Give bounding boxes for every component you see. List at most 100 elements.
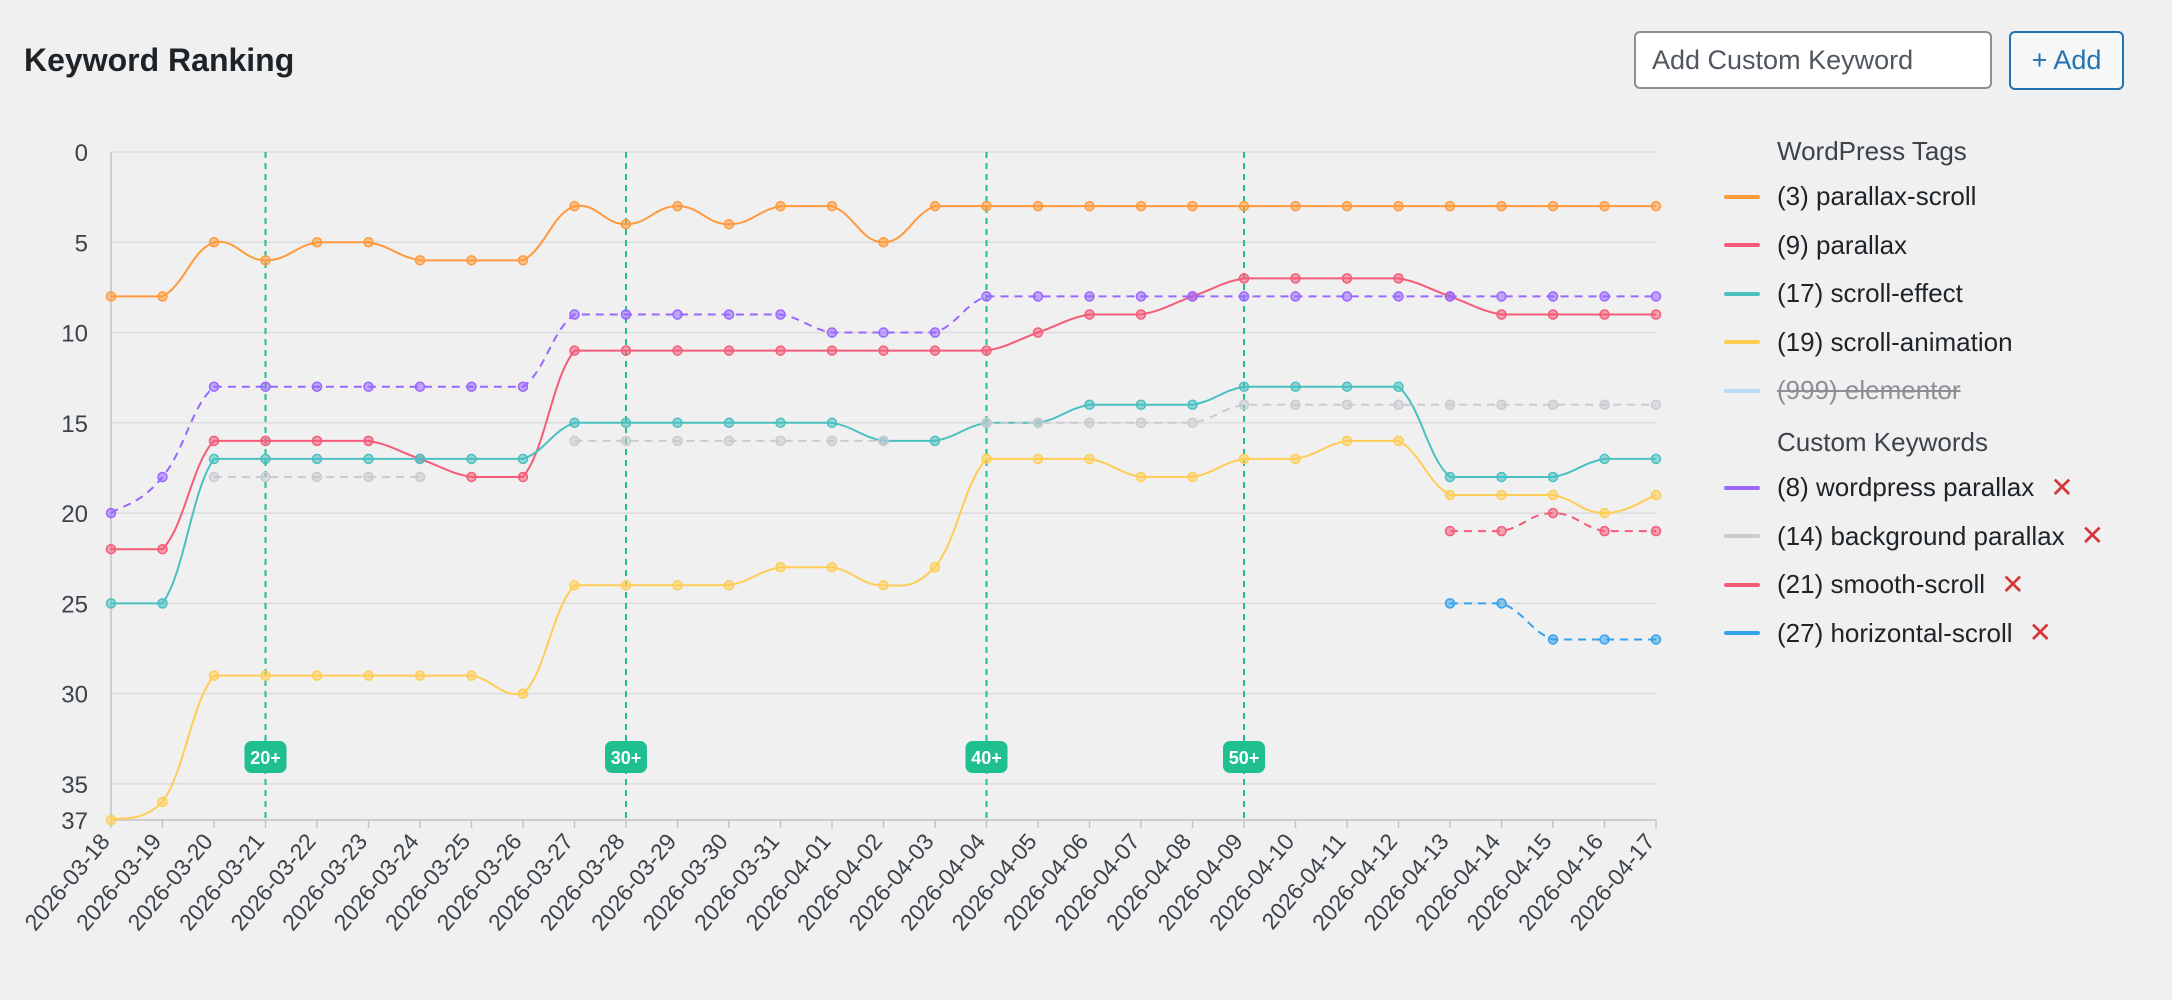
data-point: [105, 507, 117, 519]
data-point: [981, 200, 992, 212]
series-line: [110, 204, 1656, 298]
milestone-label: 50+: [1229, 748, 1260, 768]
data-point: [1187, 200, 1198, 212]
data-point: [775, 561, 786, 573]
legend-item-wordpress-parallax[interactable]: (8) wordpress parallax ✕: [1724, 472, 2074, 504]
page-title: Keyword Ranking: [24, 42, 295, 78]
data-point: [157, 543, 168, 555]
data-point: [311, 435, 323, 447]
data-point: [1032, 291, 1044, 302]
data-point: [1084, 399, 1095, 411]
data-point: [569, 580, 580, 591]
data-point: [723, 417, 735, 429]
data-point: [1393, 399, 1404, 411]
data-point: [620, 345, 632, 356]
data-point: [929, 200, 941, 212]
data-point: [672, 417, 683, 429]
legend-label: (999) elementor: [1777, 375, 1961, 405]
legend-label: (14) background parallax: [1777, 520, 2065, 551]
custom-keyword-input[interactable]: [1634, 31, 1992, 89]
data-point: [1238, 453, 1250, 465]
data-point: [1032, 453, 1044, 465]
data-point: [1290, 399, 1301, 411]
milestone-label: 30+: [611, 748, 642, 768]
data-point: [363, 237, 374, 248]
data-point: [1135, 309, 1147, 320]
data-point: [1547, 291, 1559, 302]
data-point: [1599, 200, 1610, 212]
data-point: [1393, 200, 1404, 212]
data-point: [414, 381, 426, 392]
milestone-label: 40+: [971, 748, 1002, 768]
data-point: [157, 598, 168, 609]
remove-keyword-icon[interactable]: ✕: [2080, 520, 2105, 551]
data-point: [260, 381, 271, 392]
legend-label: (17) scroll-effect: [1777, 278, 1963, 308]
legend-item-smooth-scroll[interactable]: (21) smooth-scroll ✕: [1724, 569, 2025, 601]
data-point: [981, 417, 992, 429]
data-point: [1238, 399, 1250, 411]
data-point: [775, 435, 786, 447]
data-point: [929, 345, 941, 356]
data-point: [1187, 399, 1198, 411]
data-point: [929, 561, 941, 573]
data-point: [105, 543, 117, 555]
data-point: [1599, 525, 1610, 537]
data-point: [1444, 525, 1456, 537]
legend-label: (3) parallax-scroll: [1777, 181, 1977, 211]
data-point: [1393, 381, 1404, 392]
remove-keyword-icon[interactable]: ✕: [2028, 617, 2052, 648]
data-point: [1496, 471, 1507, 483]
add-keyword-button[interactable]: + Add: [2009, 31, 2124, 90]
legend-item-elementor[interactable]: (999) elementor: [1724, 375, 1961, 407]
data-point: [1496, 598, 1507, 609]
data-point: [517, 453, 529, 465]
data-point: [878, 580, 889, 591]
data-point: [1496, 309, 1507, 320]
data-point: [1599, 634, 1610, 645]
data-point: [466, 670, 477, 681]
remove-keyword-icon[interactable]: ✕: [2001, 568, 2025, 600]
legend-group-header: Custom Keywords: [1777, 427, 1988, 457]
data-point: [672, 580, 683, 591]
data-point: [1650, 309, 1662, 320]
remove-keyword-icon[interactable]: ✕: [2050, 471, 2074, 503]
legend-item-horizontal-scroll[interactable]: (27) horizontal-scroll ✕: [1724, 617, 2052, 649]
legend-swatch: [1724, 582, 1760, 587]
legend-label: (8) wordpress parallax: [1777, 472, 2035, 502]
data-point: [1290, 200, 1301, 212]
data-point: [517, 471, 529, 483]
data-point: [1599, 399, 1610, 411]
data-point: [1650, 453, 1662, 465]
data-point: [569, 417, 580, 429]
legend-item-scroll-effect[interactable]: (17) scroll-effect: [1724, 278, 1963, 310]
data-point: [723, 580, 735, 591]
data-point: [672, 345, 683, 356]
data-point: [466, 381, 477, 392]
series-line: [1450, 512, 1656, 533]
data-point: [1496, 200, 1507, 212]
data-point: [620, 435, 632, 447]
data-point: [1341, 200, 1353, 212]
data-point: [1393, 273, 1404, 284]
milestone-badge: [1223, 741, 1265, 773]
legend-item-background-parallax[interactable]: (14) background parallax ✕: [1724, 520, 2104, 552]
legend-item-parallax-scroll[interactable]: (3) parallax-scroll: [1724, 181, 1976, 213]
data-point: [363, 453, 374, 465]
legend-label: (27) horizontal-scroll: [1777, 617, 2013, 648]
data-point: [157, 796, 168, 808]
legend-item-scroll-animation[interactable]: (19) scroll-animation: [1724, 326, 2013, 358]
data-point: [466, 471, 477, 483]
y-tick-label: 5: [75, 230, 88, 257]
data-point: [1187, 471, 1198, 483]
data-point: [672, 309, 683, 320]
legend-item-parallax[interactable]: (9) parallax: [1724, 229, 1907, 261]
data-point: [826, 327, 838, 338]
data-point: [981, 453, 992, 465]
data-point: [1444, 598, 1456, 609]
data-point: [260, 471, 271, 483]
data-point: [775, 309, 786, 320]
data-point: [1496, 291, 1507, 302]
data-point: [878, 435, 889, 447]
